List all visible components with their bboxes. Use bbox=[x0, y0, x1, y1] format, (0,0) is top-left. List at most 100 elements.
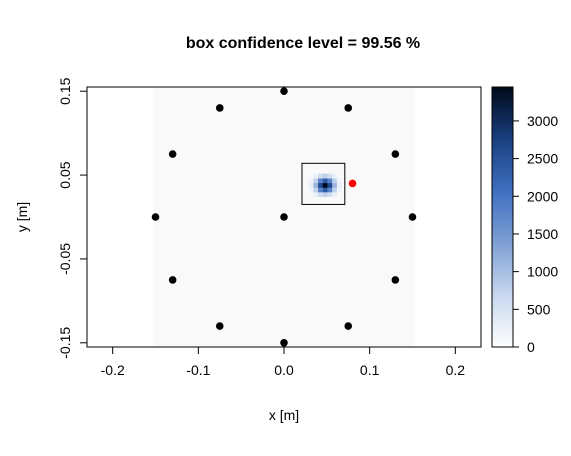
colorbar-band bbox=[492, 295, 513, 299]
x-axis-label: x [m] bbox=[269, 407, 299, 423]
y-axis-label: y [m] bbox=[14, 202, 30, 232]
microphone-point bbox=[344, 104, 353, 112]
heatmap-cells bbox=[308, 173, 342, 197]
heatmap-cell bbox=[313, 173, 319, 179]
colorbar-band bbox=[492, 230, 513, 234]
colorbar-band bbox=[492, 256, 513, 260]
heatmap-cell bbox=[332, 192, 338, 197]
y-tick-label: 0.05 bbox=[57, 161, 73, 188]
colorbar-band bbox=[492, 285, 513, 289]
colorbar-band bbox=[492, 275, 513, 280]
heatmap-cell bbox=[318, 178, 324, 184]
heatmap-cell bbox=[313, 192, 319, 197]
colorbar-band bbox=[492, 155, 513, 159]
heatmap-cell bbox=[327, 173, 333, 179]
colorbar-band bbox=[492, 311, 513, 315]
heatmap-cell bbox=[327, 178, 333, 184]
colorbar-band bbox=[492, 340, 513, 345]
colorbar-band bbox=[492, 145, 513, 150]
colorbar-band bbox=[492, 116, 513, 120]
colorbar-tick-label: 3000 bbox=[527, 113, 558, 129]
heatmap-cell bbox=[336, 178, 342, 184]
microphone-point bbox=[168, 150, 177, 158]
colorbar-band bbox=[492, 87, 513, 91]
colorbar-band bbox=[492, 103, 513, 107]
microphone-point bbox=[215, 104, 224, 112]
colorbar-band bbox=[492, 148, 513, 153]
colorbar-band bbox=[492, 249, 513, 254]
colorbar-band bbox=[492, 106, 513, 111]
colorbar-band bbox=[492, 213, 513, 218]
colorbar-band bbox=[492, 272, 513, 276]
colorbar-band bbox=[492, 168, 513, 172]
colorbar-band bbox=[492, 161, 513, 166]
colorbar-frame bbox=[491, 86, 514, 348]
colorbar-band bbox=[492, 288, 513, 293]
colorbar-band bbox=[492, 135, 513, 140]
colorbar-tick-label: 2000 bbox=[527, 188, 558, 204]
x-tick-label: 0.1 bbox=[360, 362, 380, 378]
colorbar-band bbox=[492, 226, 513, 231]
colorbar-band bbox=[492, 174, 513, 179]
microphone-point bbox=[151, 213, 160, 221]
heatmap-cell bbox=[336, 182, 342, 188]
colorbar-band bbox=[492, 96, 513, 101]
heatmap-cell bbox=[332, 187, 338, 193]
colorbar-band bbox=[492, 171, 513, 176]
colorbar-band bbox=[492, 330, 513, 335]
colorbar-band bbox=[492, 204, 513, 208]
colorbar-band bbox=[492, 100, 513, 104]
colorbar-band bbox=[492, 184, 513, 189]
colorbar-band bbox=[492, 207, 513, 211]
colorbar-band bbox=[492, 304, 513, 309]
colorbar-band bbox=[492, 217, 513, 221]
colorbar-band bbox=[492, 113, 513, 117]
colorbar-band bbox=[492, 239, 513, 244]
x-axis: -0.2 -0.1 0.0 0.1 0.2 bbox=[101, 347, 466, 378]
colorbar: 0 500 1000 1500 2000 2500 3000 bbox=[491, 86, 558, 355]
colorbar-band bbox=[492, 220, 513, 224]
x-tick-label: 0.2 bbox=[446, 362, 466, 378]
y-tick-label: 0.15 bbox=[57, 77, 73, 104]
heatmap-cell bbox=[327, 182, 333, 188]
x-tick-label: -0.1 bbox=[186, 362, 210, 378]
heatmap-cell bbox=[318, 187, 324, 193]
colorbar-band bbox=[492, 327, 513, 332]
colorbar-band bbox=[492, 139, 513, 143]
microphone-point bbox=[391, 150, 400, 158]
y-axis: -0.15 -0.05 0.05 0.15 bbox=[57, 77, 87, 359]
microphone-point bbox=[168, 276, 177, 284]
colorbar-band bbox=[492, 119, 513, 124]
x-tick-label: 0.0 bbox=[274, 362, 294, 378]
heatmap-cell bbox=[322, 178, 328, 184]
colorbar-band bbox=[492, 334, 513, 338]
colorbar-band bbox=[492, 129, 513, 133]
microphone-point bbox=[280, 213, 288, 221]
microphone-point bbox=[215, 322, 224, 330]
colorbar-band bbox=[492, 314, 513, 319]
colorbar-band bbox=[492, 197, 513, 202]
colorbar-band bbox=[492, 142, 513, 146]
heatmap-cell bbox=[313, 187, 319, 193]
microphone-point bbox=[344, 322, 353, 330]
colorbar-band bbox=[492, 178, 513, 182]
heatmap-cell bbox=[308, 182, 314, 188]
colorbar-band bbox=[492, 291, 513, 296]
heatmap-cell bbox=[327, 192, 333, 197]
colorbar-band bbox=[492, 181, 513, 185]
colorbar-band bbox=[492, 187, 513, 192]
microphone-point bbox=[408, 213, 417, 221]
chart-title: box confidence level = 99.56 % bbox=[186, 35, 420, 52]
colorbar-tick-label: 1000 bbox=[527, 264, 558, 280]
colorbar-band bbox=[492, 298, 513, 302]
colorbar-band bbox=[492, 200, 513, 205]
colorbar-tick-label: 500 bbox=[527, 301, 551, 317]
heatmap-cell bbox=[308, 178, 314, 184]
colorbar-band bbox=[492, 308, 513, 312]
colorbar-band bbox=[492, 126, 513, 130]
colorbar-band bbox=[492, 259, 513, 263]
colorbar-band bbox=[492, 90, 513, 94]
heatmap-cell bbox=[318, 182, 324, 188]
y-tick-label: -0.15 bbox=[57, 327, 73, 359]
